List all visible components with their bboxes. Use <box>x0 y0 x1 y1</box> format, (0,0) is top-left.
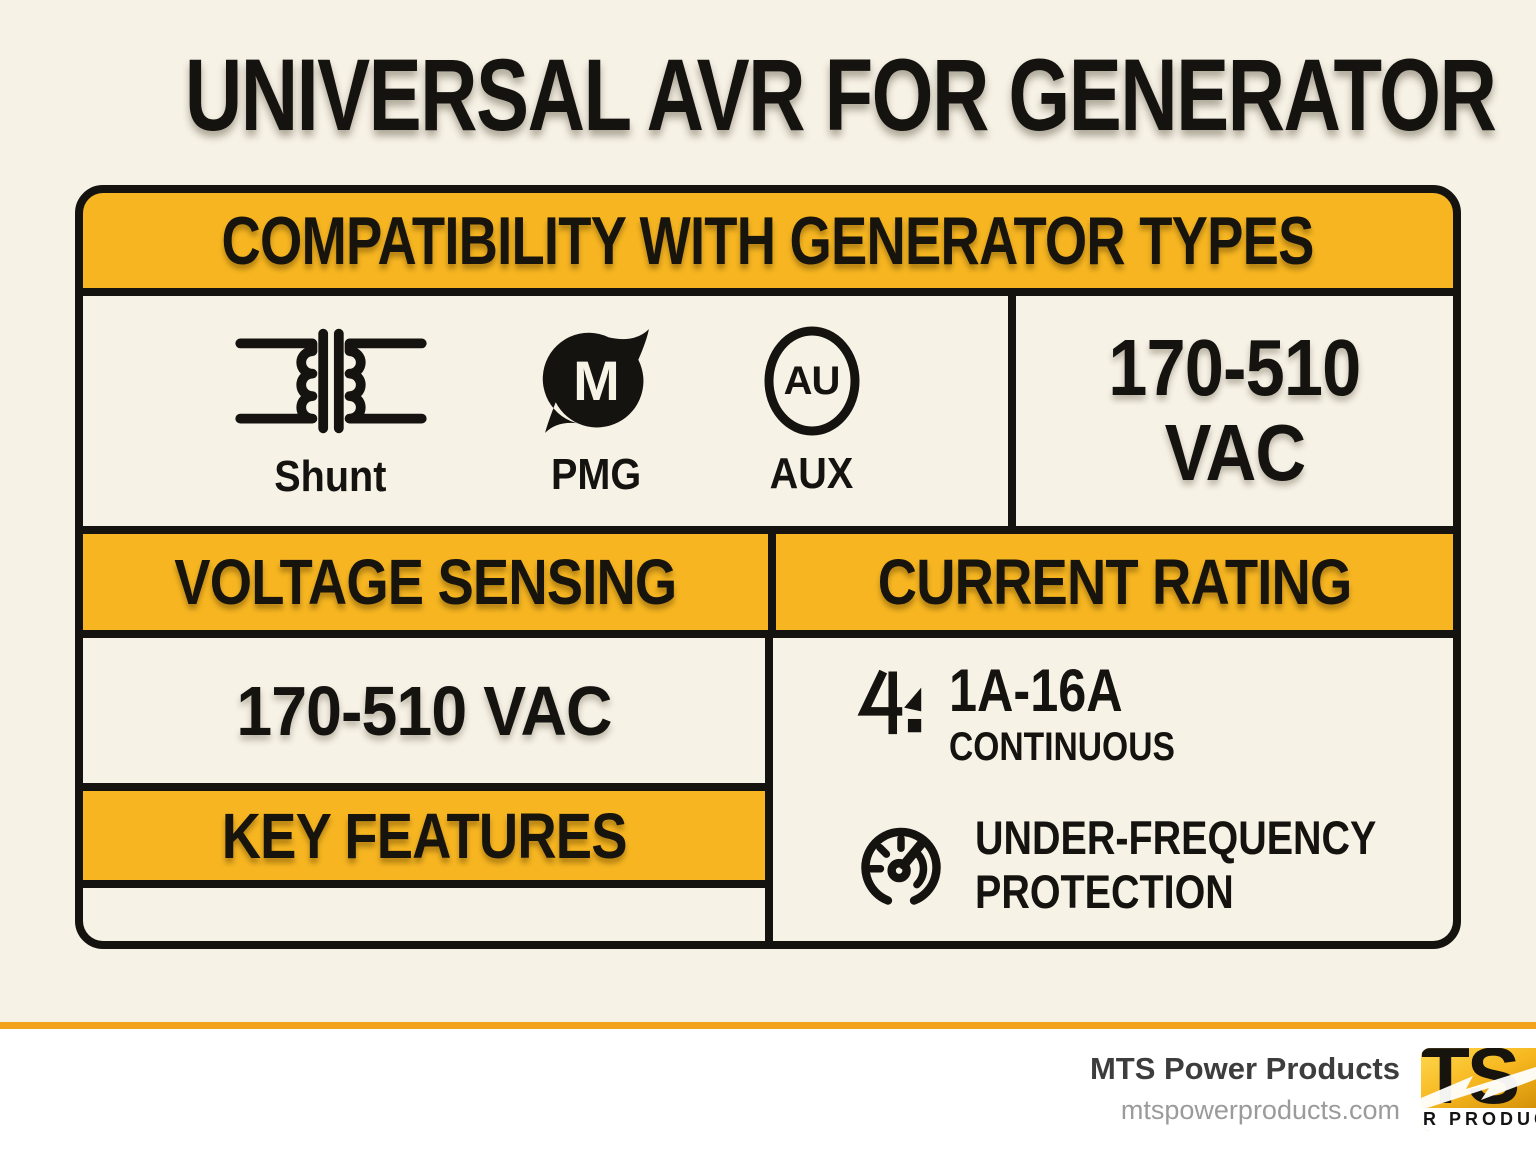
brand-block: MTS Power Products mtspowerproducts.com <box>1090 1051 1400 1126</box>
pmg-magnet-icon: M <box>538 322 656 440</box>
current-rating-cell: 1A-16A CONTINUOUS <box>773 638 1453 941</box>
gauge-icon <box>861 827 941 905</box>
aux-circle-icon: AU <box>760 323 864 439</box>
generator-type-aux: AU AUX <box>760 323 864 499</box>
under-frequency-feature: UNDER-FREQUENCY PROTECTION <box>851 811 1453 918</box>
footer: MTS Power Products mtspowerproducts.com … <box>0 1029 1536 1154</box>
generator-type-shunt: Shunt <box>228 320 434 502</box>
current-rating-qualifier: CONTINUOUS <box>949 724 1176 769</box>
brand-name: MTS Power Products <box>1089 1051 1400 1086</box>
aux-circle-svg <box>764 326 859 436</box>
mts-logo-strip-text: R PRODUC <box>1421 1108 1536 1131</box>
generator-type-label: AUX <box>769 449 854 498</box>
mts-logo: TS R PRODUC <box>1421 1048 1536 1131</box>
left-column: 170-510 VAC KEY FEATURES <box>83 638 766 941</box>
voltage-sensing-header: VOLTAGE SENSING <box>83 534 768 630</box>
generator-type-pmg: M PMG <box>538 322 656 500</box>
page-title: UNIVERSAL AVR FOR GENERATOR <box>184 38 1497 152</box>
current-amp-icon <box>857 669 922 735</box>
lightning-bolt-icon <box>1421 1067 1536 1110</box>
shunt-transformer-icon <box>228 320 434 442</box>
input-voltage-range: 170-510 <box>1108 323 1361 413</box>
pmg-letter: M <box>573 348 620 412</box>
protection-line1: UNDER-FREQUENCY <box>975 810 1377 864</box>
generator-type-label: PMG <box>551 450 642 499</box>
generator-types-row: Shunt M PMG AU AUX <box>83 296 1453 526</box>
input-voltage-cell: 170-510 VAC <box>1016 296 1453 526</box>
current-rating-value: 1A-16A <box>949 656 1123 724</box>
bottom-row: 170-510 VAC KEY FEATURES 1A-16A CONTINUO… <box>83 638 1453 941</box>
current-rating-text: 1A-16A CONTINUOUS <box>949 656 1218 769</box>
input-voltage-unit: VAC <box>1164 408 1306 497</box>
spec-table: COMPATIBILITY WITH GENERATOR TYPES Shunt <box>75 185 1461 949</box>
voltage-sensing-value: 170-510 VAC <box>83 638 766 783</box>
generator-type-label: Shunt <box>274 452 387 501</box>
section-headers-row: VOLTAGE SENSING CURRENT RATING <box>83 534 1453 630</box>
brand-website: mtspowerproducts.com <box>1120 1095 1400 1125</box>
compatibility-header: COMPATIBILITY WITH GENERATOR TYPES <box>83 193 1453 288</box>
generator-types-cell: Shunt M PMG AU AUX <box>83 296 1008 526</box>
current-rating-feature: 1A-16A CONTINUOUS <box>851 656 1453 769</box>
footer-divider-rule <box>0 1022 1536 1029</box>
protection-line2: PROTECTION <box>975 864 1234 918</box>
under-frequency-text: UNDER-FREQUENCY PROTECTION <box>975 811 1453 918</box>
aux-letters: AU <box>783 358 841 403</box>
pmg-magnet-svg <box>542 329 649 433</box>
shunt-transformer-svg <box>234 328 427 434</box>
compatibility-header-row: COMPATIBILITY WITH GENERATOR TYPES <box>83 193 1453 288</box>
current-rating-header: CURRENT RATING <box>776 534 1453 630</box>
key-features-empty-cell <box>83 888 766 941</box>
key-features-header: KEY FEATURES <box>83 791 766 880</box>
